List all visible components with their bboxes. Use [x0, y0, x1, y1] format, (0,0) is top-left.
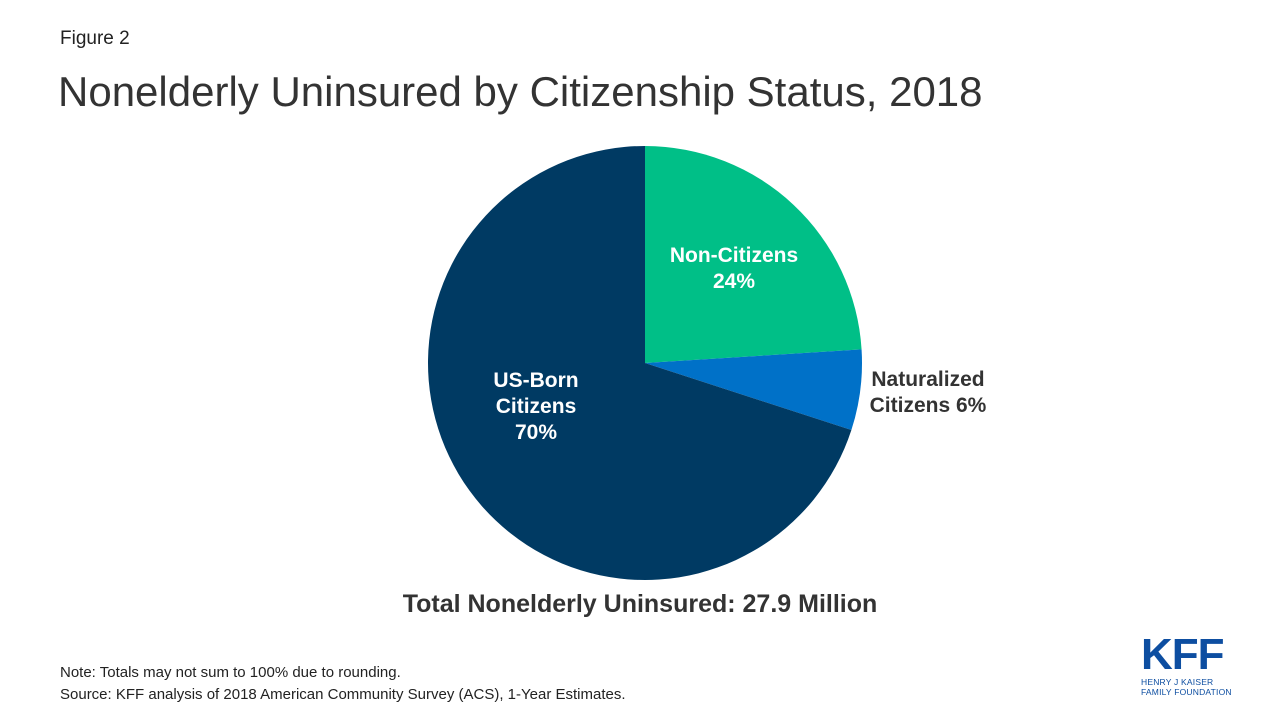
pie-label-non-citizens: Non-Citizens 24%: [670, 244, 798, 293]
pie-label-line: Naturalized: [871, 368, 984, 391]
pie-label-line: US-Born: [493, 369, 578, 392]
pie-label-naturalized-citizens: Naturalized Citizens 6%: [870, 368, 987, 417]
pie-labels: Non-Citizens 24% Naturalized Citizens 6% US-…: [493, 244, 986, 444]
pie-label-line: Non-Citizens: [670, 244, 798, 267]
figure-label: Figure 2: [60, 28, 130, 49]
kff-logo-line2: FAMILY FOUNDATION: [1141, 687, 1232, 697]
pie-slice-us-born-citizens: [428, 146, 852, 580]
pie-label-line: Citizens 6%: [870, 394, 987, 417]
pie-label-us-born-citizens: US-Born Citizens 70%: [493, 369, 578, 444]
pie-slices: [428, 146, 862, 580]
kff-logo-line1: HENRY J KAISER: [1141, 677, 1214, 687]
pie-label-line: 70%: [515, 421, 557, 444]
chart-title: Nonelderly Uninsured by Citizenship Stat…: [58, 68, 983, 115]
pie-slice-non-citizens: [645, 146, 862, 363]
footnote: Note: Totals may not sum to 100% due to …: [60, 664, 401, 681]
pie-slice-naturalized-citizens: [645, 349, 862, 431]
kff-logo-letters: KFF: [1141, 630, 1225, 679]
pie-label-line: Citizens: [496, 395, 577, 418]
chart-total-subtitle: Total Nonelderly Uninsured: 27.9 Million: [402, 590, 878, 618]
pie-label-line: 24%: [713, 270, 755, 293]
kff-logo: KFF HENRY J KAISER FAMILY FOUNDATION: [1141, 633, 1237, 699]
kff-logo-subtitle: HENRY J KAISER FAMILY FOUNDATION: [1141, 677, 1237, 697]
source-note: Source: KFF analysis of 2018 American Co…: [60, 686, 626, 703]
